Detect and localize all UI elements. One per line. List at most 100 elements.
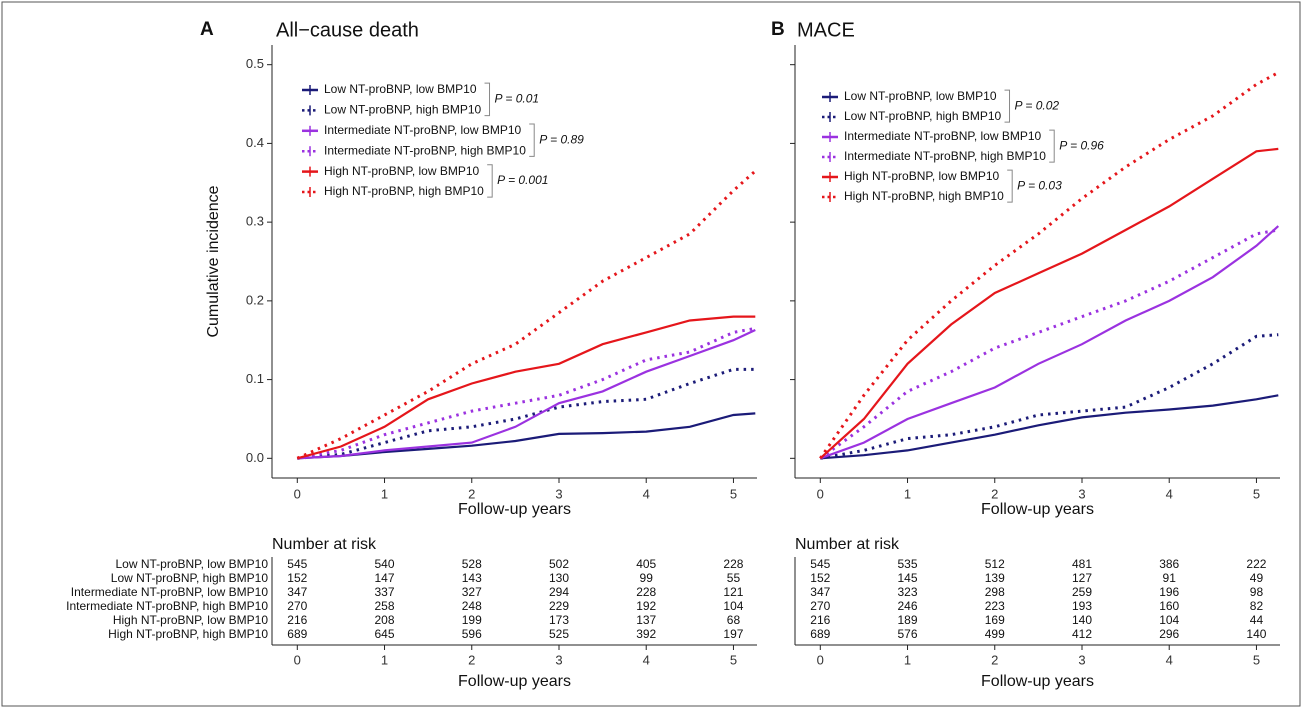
panel-label: B <box>771 19 785 40</box>
x-tick-label: 4 <box>1166 486 1173 501</box>
risk-table-title: Number at risk <box>272 536 377 553</box>
legend-label: Intermediate NT-proBNP, high BMP10 <box>844 149 1046 163</box>
risk-count: 68 <box>727 613 741 627</box>
risk-count: 596 <box>462 627 482 641</box>
risk-count: 689 <box>810 627 830 641</box>
risk-count: 127 <box>1072 571 1092 585</box>
risk-count: 173 <box>549 613 569 627</box>
risk-count: 545 <box>287 557 307 571</box>
risk-count: 192 <box>636 599 656 613</box>
x-tick-label: 2 <box>991 486 998 501</box>
risk-count: 229 <box>549 599 569 613</box>
risk-count: 645 <box>375 627 395 641</box>
risk-count: 140 <box>1072 613 1092 627</box>
risk-count: 337 <box>375 585 395 599</box>
risk-count: 143 <box>462 571 482 585</box>
curve <box>820 394 1279 460</box>
p-bracket <box>1049 129 1055 163</box>
table-x-tick-label: 1 <box>904 652 911 667</box>
risk-count: 104 <box>723 599 743 613</box>
curve <box>819 71 1280 460</box>
risk-count: 197 <box>723 627 743 641</box>
risk-count: 44 <box>1250 613 1264 627</box>
x-tick-label: 1 <box>904 486 911 501</box>
x-tick-label: 5 <box>1253 486 1260 501</box>
risk-count: 137 <box>636 613 656 627</box>
curve <box>297 315 756 460</box>
curve <box>297 412 756 460</box>
risk-count: 130 <box>549 571 569 585</box>
risk-count: 55 <box>727 571 741 585</box>
y-axis-label: Cumulative incidence <box>205 185 222 337</box>
legend-label: Intermediate NT-proBNP, high BMP10 <box>324 143 526 157</box>
x-tick-label: 5 <box>730 486 737 501</box>
curve <box>297 367 756 460</box>
p-bracket <box>484 82 491 117</box>
chart-title: MACE <box>797 19 855 41</box>
risk-count: 347 <box>287 585 307 599</box>
risk-count: 298 <box>985 585 1005 599</box>
curve <box>819 228 1279 460</box>
risk-count: 208 <box>375 613 395 627</box>
risk-row-label: Intermediate NT-proBNP, high BMP10 <box>66 599 268 613</box>
x-tick-label: 4 <box>643 486 650 501</box>
x-axis-label: Follow-up years <box>981 501 1094 518</box>
x-tick-label: 2 <box>468 486 475 501</box>
y-tick-label: 0.2 <box>246 292 264 307</box>
risk-count: 525 <box>549 627 569 641</box>
p-bracket <box>1004 89 1011 123</box>
risk-count: 689 <box>287 627 307 641</box>
risk-row-label: Intermediate NT-proBNP, low BMP10 <box>71 585 269 599</box>
risk-row-label: High NT-proBNP, high BMP10 <box>108 627 268 641</box>
x-axis-label: Follow-up years <box>458 501 571 518</box>
risk-count: 140 <box>1246 627 1266 641</box>
risk-count: 347 <box>810 585 830 599</box>
table-x-axis-label: Follow-up years <box>458 673 571 690</box>
curve <box>297 329 756 460</box>
y-tick-label: 0.1 <box>246 371 264 386</box>
p-value: P = 0.001 <box>497 173 548 187</box>
table-x-tick-label: 4 <box>643 652 650 667</box>
p-bracket <box>1007 169 1013 203</box>
curve <box>297 326 756 460</box>
risk-count: 49 <box>1250 571 1264 585</box>
risk-count: 258 <box>375 599 395 613</box>
risk-count: 502 <box>549 557 569 571</box>
legend-label: Intermediate NT-proBNP, low BMP10 <box>324 123 522 137</box>
legend-label: High NT-proBNP, high BMP10 <box>324 184 484 198</box>
risk-count: 270 <box>810 599 830 613</box>
risk-count: 216 <box>287 613 307 627</box>
risk-count: 270 <box>287 599 307 613</box>
risk-count: 296 <box>1159 627 1179 641</box>
y-tick-label: 0.5 <box>246 56 264 71</box>
risk-count: 248 <box>462 599 482 613</box>
risk-count: 145 <box>898 571 918 585</box>
risk-count: 499 <box>985 627 1005 641</box>
table-x-tick-label: 5 <box>730 652 737 667</box>
risk-count: 386 <box>1159 557 1179 571</box>
risk-count: 545 <box>810 557 830 571</box>
x-tick-label: 0 <box>817 486 824 501</box>
risk-count: 246 <box>898 599 918 613</box>
risk-count: 104 <box>1159 613 1179 627</box>
legend-label: Low NT-proBNP, high BMP10 <box>844 109 1002 123</box>
risk-row-label: High NT-proBNP, low BMP10 <box>113 613 269 627</box>
p-value: P = 0.01 <box>495 92 540 106</box>
risk-count: 535 <box>898 557 918 571</box>
risk-count: 189 <box>898 613 918 627</box>
p-value: P = 0.03 <box>1017 178 1062 192</box>
risk-count: 121 <box>723 585 743 599</box>
risk-count: 540 <box>375 557 395 571</box>
risk-count: 99 <box>640 571 654 585</box>
table-x-tick-label: 3 <box>555 652 562 667</box>
legend-label: High NT-proBNP, high BMP10 <box>844 189 1004 203</box>
risk-count: 405 <box>636 557 656 571</box>
risk-count: 259 <box>1072 585 1092 599</box>
risk-count: 528 <box>462 557 482 571</box>
p-bracket <box>487 164 493 198</box>
x-tick-label: 0 <box>294 486 301 501</box>
risk-count: 199 <box>462 613 482 627</box>
legend-label: Low NT-proBNP, high BMP10 <box>324 103 482 117</box>
